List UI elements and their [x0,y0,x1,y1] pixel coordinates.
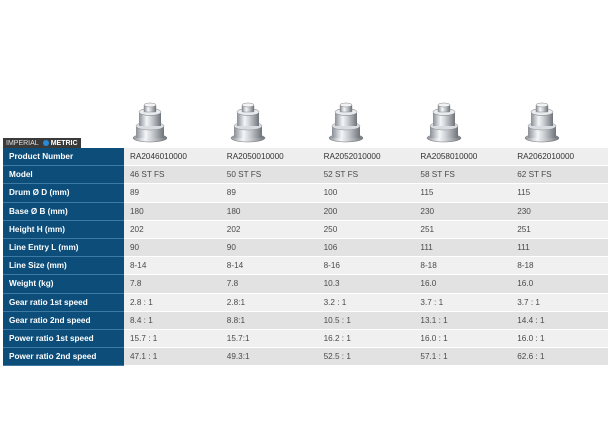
winch-image [522,100,562,144]
table-cell: 106 [317,238,415,258]
table-cell: 202 [220,220,318,239]
table-cell: 49.3:1 [220,347,318,367]
row-label: Gear ratio 2nd speed [3,311,124,330]
table-cell: 13.1 : 1 [414,311,512,330]
table-cell: 62 ST FS [511,165,608,185]
table-row: Line Size (mm) 8-14 8-14 8-16 8-18 8-18 [3,256,608,276]
row-label: Weight (kg) [3,274,124,294]
table-row: Power ratio 2nd speed 47.1 : 1 49.3:1 52.5 … [3,347,608,367]
table-cell: 50 ST FS [220,165,318,185]
table-cell: 8-16 [317,256,415,276]
table-cell: 2.8:1 [220,293,318,312]
row-label: Power ratio 2nd speed [3,347,124,367]
row-label: Power ratio 1st speed [3,329,124,349]
unit-option-metric[interactable]: METRIC [50,139,78,147]
table-cell: 115 [414,183,512,203]
table-row: Product Number RA2046010000 RA2050010000 RA… [3,148,608,167]
table-cell: 8-14 [220,256,318,276]
row-label: Base Ø B (mm) [3,202,124,221]
table-cell: 8-14 [124,256,221,276]
table-cell: 115 [511,183,608,203]
table-cell: 15.7:1 [220,329,318,349]
table-cell: 46 ST FS [124,165,221,185]
table-row: Line Entry L (mm) 90 90 106 111 111 [3,238,608,258]
table-row: Base Ø B (mm) 180 180 200 230 230 [3,202,608,221]
table-cell: 2.8 : 1 [124,293,221,312]
table-cell: 52.5 : 1 [317,347,415,367]
table-cell: 47.1 : 1 [124,347,221,367]
table-cell: RA2050010000 [220,148,318,167]
table-cell: 251 [511,220,608,239]
table-row: Weight (kg) 7.8 7.8 10.3 16.0 16.0 [3,274,608,294]
table-cell: 8.8:1 [220,311,318,330]
table-row: Power ratio 1st speed 15.7 : 1 15.7:1 16.2 … [3,329,608,349]
table-cell: 111 [414,238,512,258]
table-cell: 90 [124,238,221,258]
table-cell: RA2062010000 [511,148,608,167]
table-cell: 7.8 [220,274,318,294]
row-label: Drum Ø D (mm) [3,183,124,203]
table-cell: 180 [124,202,221,221]
table-cell: 15.7 : 1 [124,329,221,349]
table-cell: 62.6 : 1 [511,347,608,367]
table-cell: 250 [317,220,415,239]
table-cell: 8-18 [414,256,512,276]
row-label: Height H (mm) [3,220,124,239]
table-cell: 251 [414,220,512,239]
spec-table: Product Number RA2046010000 RA2050010000 RA… [3,148,608,367]
row-label: Model [3,165,124,185]
table-cell: RA2052010000 [317,148,415,167]
table-cell: 7.8 [124,274,221,294]
row-label: Gear ratio 1st speed [3,293,124,312]
table-cell: RA2046010000 [124,148,221,167]
winch-image [326,100,366,144]
table-cell: 58 ST FS [414,165,512,185]
unit-toggle[interactable]: IMPERIAL METRIC [3,138,81,148]
table-cell: 89 [124,183,221,203]
table-cell: 8-18 [511,256,608,276]
table-cell: 3.7 : 1 [511,293,608,312]
table-cell: RA2058010000 [414,148,512,167]
table-cell: 230 [414,202,512,221]
table-cell: 111 [511,238,608,258]
table-cell: 202 [124,220,221,239]
table-cell: 100 [317,183,415,203]
table-row: Drum Ø D (mm) 89 89 100 115 115 [3,183,608,203]
table-cell: 3.7 : 1 [414,293,512,312]
table-cell: 230 [511,202,608,221]
table-cell: 16.0 : 1 [511,329,608,349]
table-cell: 16.2 : 1 [317,329,415,349]
row-label: Product Number [3,148,124,167]
table-row: Height H (mm) 202 202 250 251 251 [3,220,608,239]
table-cell: 200 [317,202,415,221]
table-cell: 3.2 : 1 [317,293,415,312]
table-cell: 10.5 : 1 [317,311,415,330]
table-cell: 16.0 [414,274,512,294]
table-cell: 52 ST FS [317,165,415,185]
unit-option-imperial[interactable]: IMPERIAL [6,139,39,147]
table-row: Model 46 ST FS 50 ST FS 52 ST FS 58 ST FS 62 … [3,165,608,185]
table-cell: 8.4 : 1 [124,311,221,330]
table-cell: 16.0 [511,274,608,294]
table-cell: 16.0 : 1 [414,329,512,349]
winch-image-row [0,100,610,146]
table-cell: 180 [220,202,318,221]
table-cell: 89 [220,183,318,203]
radio-selected-icon [42,140,49,146]
table-cell: 14.4 : 1 [511,311,608,330]
table-row: Gear ratio 2nd speed 8.4 : 1 8.8:1 10.5 : 1… [3,311,608,330]
winch-image [424,100,464,144]
winch-image [228,100,268,144]
row-label: Line Size (mm) [3,256,124,276]
table-cell: 57.1 : 1 [414,347,512,367]
table-cell: 90 [220,238,318,258]
row-label: Line Entry L (mm) [3,238,124,258]
table-cell: 10.3 [317,274,415,294]
winch-image [130,100,170,144]
